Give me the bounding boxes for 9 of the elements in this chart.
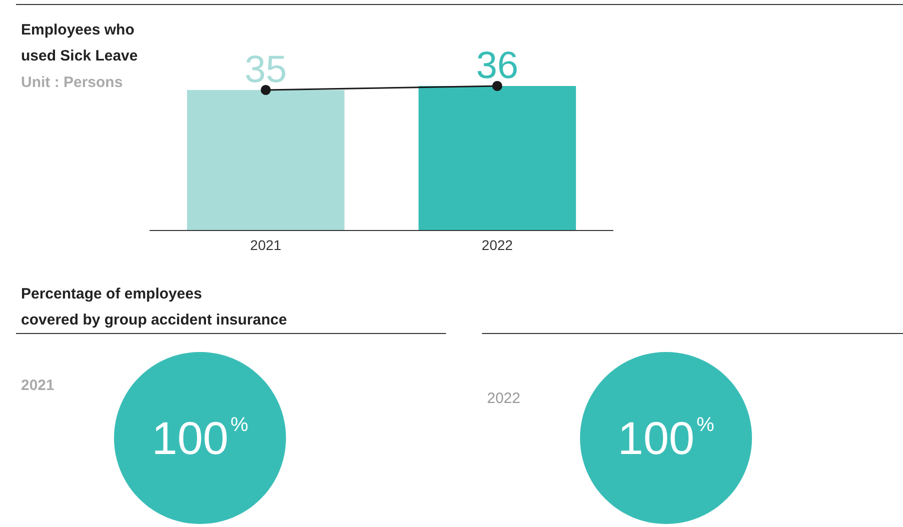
text: 2022 <box>487 390 520 407</box>
data-label: 36 <box>476 45 518 87</box>
chart-title: Employees who used Sick Leave <box>21 22 138 64</box>
data-label: 100% <box>152 412 248 464</box>
data-label: 100% <box>618 412 714 464</box>
chart-subtitle: Unit : Persons <box>21 74 123 91</box>
text: 2021 <box>21 377 54 394</box>
chart-title: Percentage of employees covered by group accident insurance <box>21 286 287 328</box>
data-label: 35 <box>244 49 287 91</box>
